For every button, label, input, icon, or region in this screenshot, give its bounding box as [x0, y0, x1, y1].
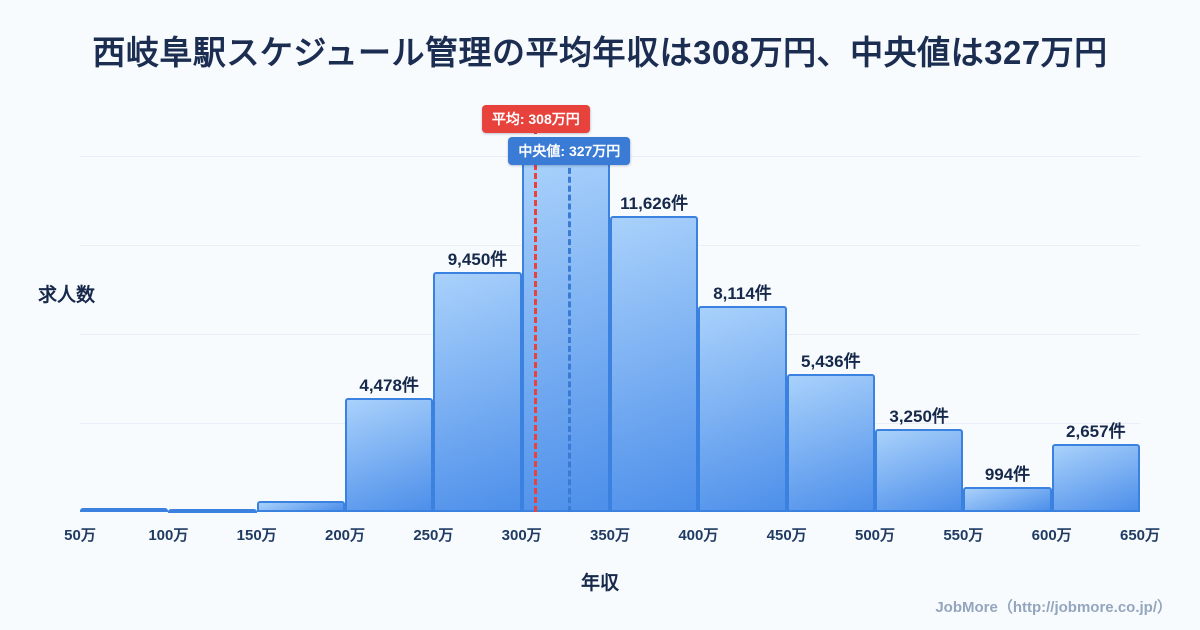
mean-line — [534, 128, 538, 512]
x-tick-label: 250万 — [413, 527, 454, 544]
histogram-bar — [698, 305, 787, 512]
bar-value-label: 5,436件 — [801, 351, 861, 371]
histogram-bar — [786, 373, 875, 512]
x-tick-label: 600万 — [1031, 527, 1072, 544]
x-tick-label: 550万 — [943, 527, 984, 544]
x-tick-label: 100万 — [148, 527, 189, 544]
y-axis-label: 求人数 — [38, 285, 96, 306]
mean-badge: 平均: 308万円 — [481, 105, 590, 133]
bar-value-label: 11,626件 — [620, 194, 689, 214]
bar-value-label: 3,250件 — [889, 407, 949, 427]
x-tick-label: 350万 — [589, 527, 631, 544]
x-tick-label: 650万 — [1119, 527, 1161, 544]
x-tick-label: 400万 — [678, 527, 719, 544]
x-tick-label: 450万 — [766, 527, 807, 544]
histogram-bar — [1051, 444, 1140, 512]
histogram-bar — [610, 216, 699, 512]
bar-value-label: 4,478件 — [359, 376, 419, 396]
histogram-bar — [80, 508, 169, 513]
x-tick-label: 150万 — [236, 527, 277, 544]
bar-value-label: 994件 — [984, 464, 1031, 484]
median-badge: 中央値: 327万円 — [508, 137, 631, 165]
bar-value-label: 8,114件 — [713, 283, 772, 303]
page-title: 西岐阜駅スケジュール管理の平均年収は308万円、中央値は327万円 — [92, 34, 1108, 71]
x-axis-label: 年収 — [580, 573, 619, 594]
footer-credit: JobMore（http://jobmore.co.jp/） — [935, 599, 1172, 616]
histogram-bar — [256, 500, 345, 512]
x-tick-label: 500万 — [854, 527, 896, 544]
histogram-bar — [168, 508, 257, 513]
median-line — [567, 159, 571, 512]
x-tick-label: 200万 — [324, 527, 366, 544]
bar-value-label: 2,657件 — [1066, 422, 1126, 442]
histogram-bar — [433, 271, 522, 512]
x-tick-label: 300万 — [501, 527, 542, 544]
histogram-bar — [963, 486, 1052, 512]
histogram-bar — [345, 398, 434, 512]
x-tick-label: 50万 — [64, 527, 96, 544]
bar-value-label: 9,450件 — [447, 249, 508, 269]
histogram-bar — [875, 429, 964, 512]
